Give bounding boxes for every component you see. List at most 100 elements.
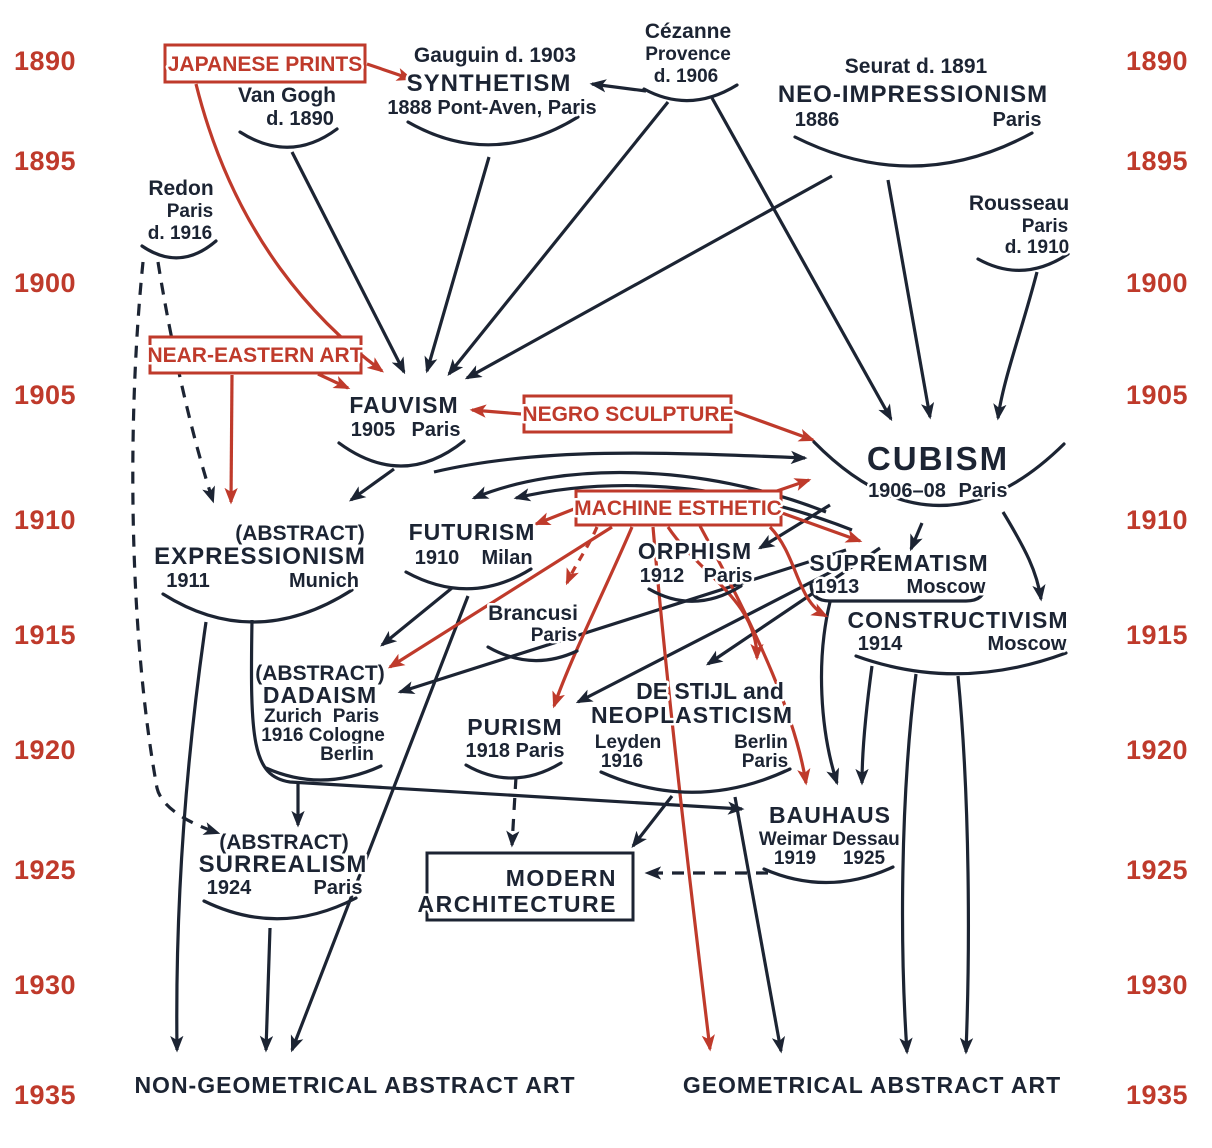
year-right-1900: 1900 xyxy=(1126,268,1188,298)
node-arc-fauvism xyxy=(337,439,466,468)
arrow-suprematism-to-bauhaus xyxy=(819,601,840,786)
node-bauhaus-line-3: 1919 xyxy=(774,848,816,869)
arrow-machine-esthetic-to-brancusi xyxy=(565,526,599,586)
node-orphism-line-1: 1912 xyxy=(640,565,685,587)
node-expressionism-line-1: EXPRESSIONISM xyxy=(154,543,366,570)
node-rousseau-line-2: d. 1910 xyxy=(1005,237,1069,258)
node-dadaism-line-4: 1916 Cologne xyxy=(261,725,385,746)
node-expressionism-line-2: 1911 xyxy=(166,570,209,592)
influence-label-machine-esthetic: MACHINE ESTHETIC xyxy=(574,497,782,520)
node-arc-purism xyxy=(464,761,563,780)
arrow-cubism-to-futurism-2 xyxy=(513,484,853,532)
node-synthetism-line-2: 1888 Pont-Aven, Paris xyxy=(387,97,596,119)
node-expressionism-line-0: (ABSTRACT) xyxy=(235,522,364,545)
node-fauvism-line-0: FAUVISM xyxy=(349,392,458,418)
arrow-japanese-prints-to-synthetism xyxy=(366,62,414,81)
year-left-1935: 1935 xyxy=(14,1080,76,1110)
node-arc-de-stijl xyxy=(599,767,792,794)
node-futurism-line-2: Milan xyxy=(481,547,532,569)
node-suprematism-line-2: Moscow xyxy=(907,576,986,598)
node-non-geometrical-abstract-art-line-0: NON-GEOMETRICAL ABSTRACT ART xyxy=(134,1072,575,1098)
year-left-1925: 1925 xyxy=(14,855,76,885)
arrow-negro-sculpture-to-fauvism xyxy=(469,404,522,418)
node-van-gogh-line-1: d. 1890 xyxy=(266,108,334,130)
node-arc-surrealism xyxy=(202,896,358,921)
arrow-machine-esthetic-to-de-stijl xyxy=(666,526,764,661)
node-neo-impressionism-line-0: Seurat d. 1891 xyxy=(845,55,988,78)
year-left-1905: 1905 xyxy=(14,380,76,410)
influence-label-negro-sculpture: NEGRO SCULPTURE xyxy=(522,403,733,426)
arrow-constructivism-to-geometrical-1 xyxy=(899,673,918,1055)
arrow-purism-to-modern-architecture xyxy=(506,776,520,848)
node-de-stijl-line-5: Paris xyxy=(742,751,788,772)
arrow-expressionism-to-non-geometrical xyxy=(170,621,208,1053)
node-dadaism-line-5: Berlin xyxy=(320,744,374,765)
year-left-1915: 1915 xyxy=(14,620,76,650)
node-surrealism-line-0: (ABSTRACT) xyxy=(219,831,348,854)
node-arc-cubism xyxy=(812,440,1066,508)
node-de-stijl-line-1: NEOPLASTICISM xyxy=(591,702,793,728)
node-fauvism-line-1: 1905 xyxy=(351,419,396,441)
arrow-neo-impressionism-to-cubism xyxy=(886,179,935,420)
arrow-expressionism-to-bauhaus xyxy=(249,619,745,815)
node-arc-constructivism xyxy=(854,651,1068,676)
node-arc-orphism xyxy=(647,584,743,603)
year-right-1920: 1920 xyxy=(1126,735,1188,765)
node-cezanne-line-0: Cézanne xyxy=(645,20,731,43)
node-de-stijl-line-0: DE STIJL and xyxy=(636,678,784,704)
year-left-1920: 1920 xyxy=(14,735,76,765)
node-dadaism-line-2: Zurich xyxy=(264,706,322,727)
arrow-cezanne-to-cubism xyxy=(710,97,893,422)
arrow-constructivism-to-bauhaus xyxy=(855,665,874,786)
arrow-near-eastern-to-fauvism xyxy=(317,372,351,390)
node-brancusi-line-0: Brancusi xyxy=(488,602,578,625)
year-left-1930: 1930 xyxy=(14,970,76,1000)
arrow-de-stijl-to-geometrical xyxy=(733,796,786,1054)
year-right-1925: 1925 xyxy=(1126,855,1188,885)
arrow-negro-sculpture-to-cubism xyxy=(732,409,816,442)
arrow-futurism-to-dadaism xyxy=(380,586,454,647)
node-purism-line-0: PURISM xyxy=(467,714,562,740)
node-futurism-line-1: 1910 xyxy=(415,547,460,569)
arrow-cubism-to-constructivism xyxy=(1001,511,1046,602)
arrows-layer xyxy=(131,62,1046,1055)
node-synthetism-line-1: SYNTHETISM xyxy=(407,70,572,97)
node-neo-impressionism-line-3: Paris xyxy=(993,109,1042,131)
year-right-1910: 1910 xyxy=(1126,505,1188,535)
node-cubism-line-1: 1906–08 xyxy=(868,480,946,502)
node-arcs-layer xyxy=(140,83,1070,922)
node-surrealism-line-1: SURREALISM xyxy=(199,851,368,878)
node-orphism-line-2: Paris xyxy=(704,565,753,587)
arrow-futurism-to-non-geometrical xyxy=(290,595,470,1053)
node-purism-line-1: 1918 Paris xyxy=(466,740,565,762)
arrow-machine-esthetic-to-futurism xyxy=(533,507,575,526)
influence-box-negro-sculpture xyxy=(522,394,733,434)
node-bauhaus-line-4: 1925 xyxy=(843,848,886,869)
year-right-1895: 1895 xyxy=(1126,146,1188,176)
arrow-machine-esthetic-to-geometrical xyxy=(651,526,715,1052)
node-arc-expressionism xyxy=(161,588,354,624)
node-modern-architecture-line-0: MODERN xyxy=(506,865,617,891)
node-arc-brancusi xyxy=(486,645,579,663)
node-arc-redon xyxy=(140,239,218,260)
node-de-stijl-line-3: Berlin xyxy=(734,732,788,753)
node-de-stijl-line-2: Leyden xyxy=(595,732,662,753)
node-fauvism-line-2: Paris xyxy=(412,419,461,441)
node-bauhaus-line-1: Weimar xyxy=(759,829,828,850)
node-cezanne-line-1: Provence xyxy=(645,44,731,65)
node-surrealism-line-3: Paris xyxy=(314,877,363,899)
year-right-1905: 1905 xyxy=(1126,380,1188,410)
node-constructivism-line-0: CONSTRUCTIVISM xyxy=(848,607,1069,633)
node-geometrical-abstract-art-line-0: GEOMETRICAL ABSTRACT ART xyxy=(683,1072,1061,1098)
arrow-cubism-to-dadaism xyxy=(397,548,847,695)
influence-box-japanese-prints xyxy=(163,43,367,84)
arrow-fauvism-to-expressionism xyxy=(348,467,395,502)
arrow-de-stijl-to-modern-architecture xyxy=(631,795,674,848)
arrow-rousseau-to-cubism xyxy=(993,271,1039,421)
node-synthetism-line-0: Gauguin d. 1903 xyxy=(414,44,576,67)
influence-label-near-eastern-art: NEAR-EASTERN ART xyxy=(147,344,362,367)
node-arc-bauhaus xyxy=(762,865,895,885)
arrow-neo-impressionism-to-fauvism xyxy=(464,174,833,380)
